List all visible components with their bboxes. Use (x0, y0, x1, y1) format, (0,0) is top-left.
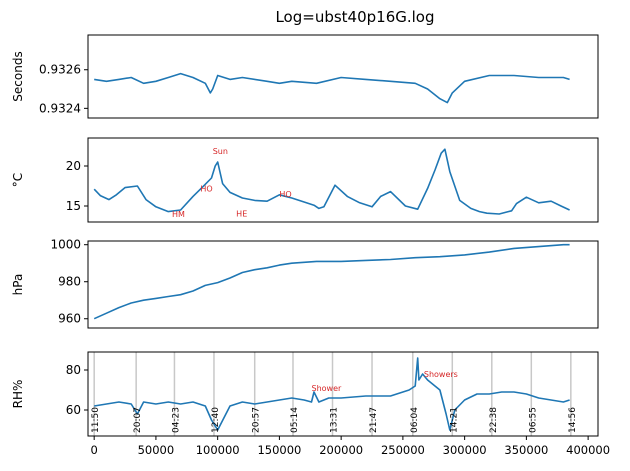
series-line (94, 357, 570, 431)
time-marker-label: 06:04 (410, 407, 420, 433)
y-axis-label: RH% (11, 380, 25, 409)
series-line (94, 72, 570, 104)
annotation-label: HO (279, 190, 291, 199)
y-axis-label: hPa (11, 274, 25, 296)
annotation-label: HE (236, 209, 247, 218)
y-tick-label: 0.9326 (39, 63, 81, 77)
time-marker-label: 13:31 (330, 407, 340, 433)
time-marker-label: 21:47 (369, 407, 379, 433)
x-tick-label: 350000 (504, 443, 548, 457)
y-tick-label: 60 (66, 403, 81, 417)
x-tick-label: 200000 (319, 443, 363, 457)
y-tick-label: 20 (66, 159, 81, 173)
panel-frame (87, 240, 599, 329)
y-axis-label: Seconds (11, 51, 25, 101)
time-marker-label: 05:14 (290, 407, 300, 433)
panel-2: 15 20 °C Sun HO HM HE HO (11, 137, 599, 223)
y-tick-label: 980 (58, 275, 81, 289)
y-tick-label: 0.9324 (39, 101, 81, 115)
annotation-label: Sun (213, 147, 228, 156)
y-tick-label: 960 (58, 312, 81, 326)
series-line (93, 243, 570, 320)
panel-frame (87, 137, 599, 223)
series-line (93, 148, 570, 215)
annotation-label: Shower (312, 384, 343, 393)
y-axis-label: °C (11, 173, 25, 187)
x-tick-label: 300000 (443, 443, 487, 457)
time-marker-label: 20:57 (252, 407, 262, 433)
time-marker-label: 20:07 (133, 407, 143, 433)
time-marker-label: 04:23 (171, 407, 181, 433)
panel-frame (87, 34, 599, 119)
time-marker-label: 06:55 (528, 407, 538, 433)
x-tick-label: 250000 (381, 443, 425, 457)
panel-3: 960 980 1000 hPa (11, 238, 599, 329)
chart-title: Log=ubst40p16G.log (275, 8, 434, 26)
time-marker-label: 11:50 (91, 407, 101, 433)
x-tick-label: 150000 (257, 443, 301, 457)
time-marker-label: 14:56 (568, 407, 578, 433)
x-tick-label: 0 (91, 443, 98, 457)
annotation-label: HM (172, 210, 185, 219)
x-tick-label: 50000 (138, 443, 175, 457)
time-marker-label: 22:38 (489, 407, 499, 433)
x-tick-label: 100000 (196, 443, 240, 457)
time-marker-label: 12:40 (211, 407, 221, 433)
time-marker-label: 14:21 (449, 407, 459, 433)
panel-1: 0.9324 0.9326 Seconds (11, 34, 599, 119)
y-tick-label: 80 (66, 363, 81, 377)
y-tick-label: 15 (66, 199, 81, 213)
panel-4: 60 80 RH% Shower Showers 11:50 20:07 04:23 12:40… (11, 351, 610, 457)
panel-frame (87, 351, 599, 437)
x-tick-label: 400000 (566, 443, 610, 457)
y-tick-label: 1000 (50, 238, 81, 252)
annotation-label: Showers (424, 370, 458, 379)
annotation-label: HO (200, 185, 212, 194)
